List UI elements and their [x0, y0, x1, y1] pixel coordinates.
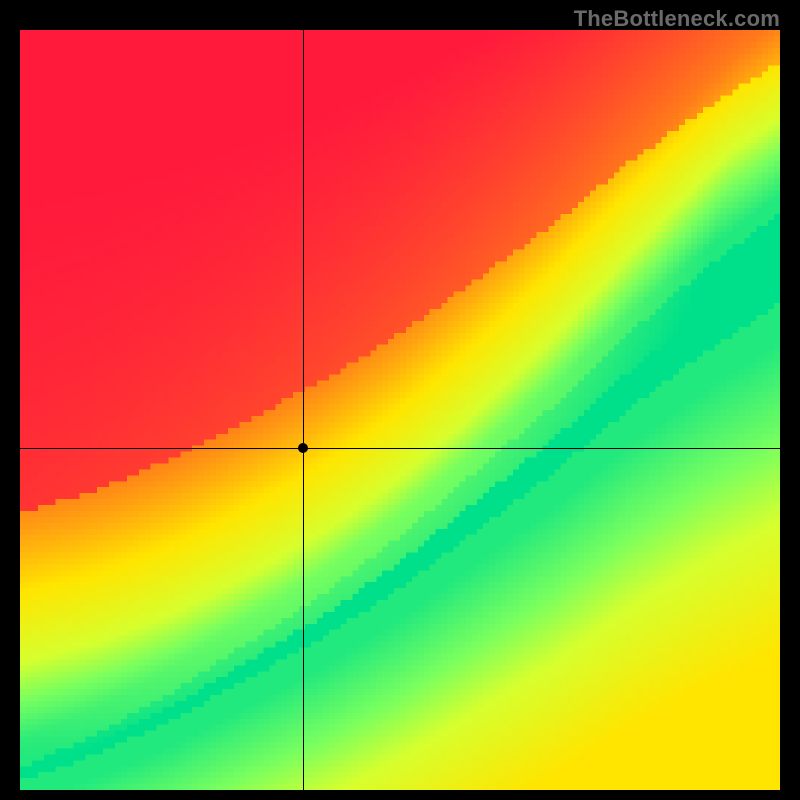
crosshair-point — [298, 443, 308, 453]
chart-container: TheBottleneck.com — [0, 0, 800, 800]
bottleneck-heatmap — [20, 30, 780, 790]
crosshair-vertical — [303, 30, 304, 790]
crosshair-horizontal — [20, 448, 780, 449]
plot-area — [20, 30, 780, 790]
watermark-text: TheBottleneck.com — [574, 6, 780, 32]
